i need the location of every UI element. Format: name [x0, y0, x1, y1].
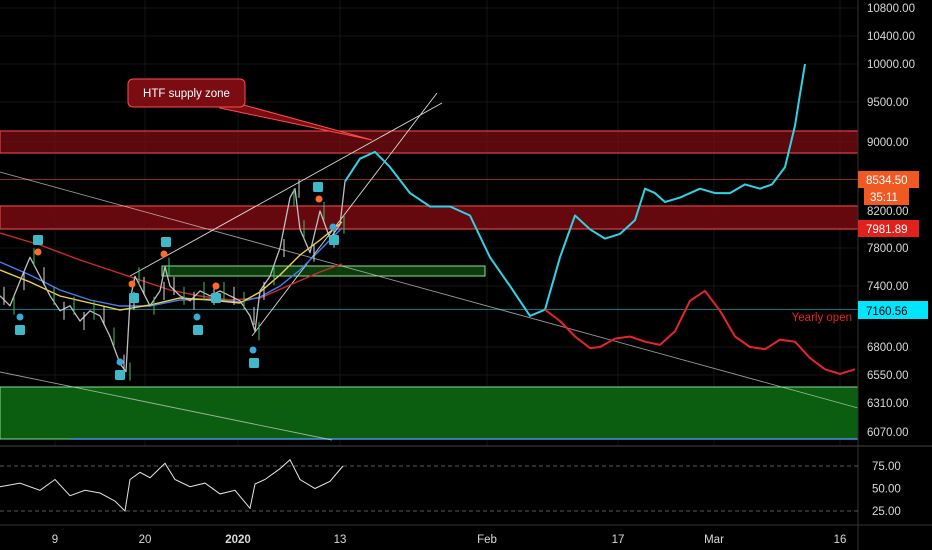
signal-r-badge	[211, 293, 221, 303]
price-series	[0, 63, 856, 381]
projection-bearish-line	[544, 289, 856, 375]
price-tick-label: 8200.00	[867, 206, 909, 218]
oscillator-axis: 75.00 50.00 25.00	[872, 461, 901, 518]
yearly-open-label: Yearly open	[792, 312, 852, 324]
signal-dot	[249, 346, 257, 354]
price-tick-label: 9000.00	[867, 137, 909, 149]
price-tick-label: 6070.00	[867, 427, 909, 439]
time-tick-label: 16	[834, 534, 847, 546]
htf-supply-zone	[0, 130, 859, 154]
demand-zone	[0, 386, 859, 440]
cyan-price-tag	[858, 301, 928, 319]
red-price-text: 7981.89	[866, 224, 908, 236]
price-tick-label: 10800.00	[867, 3, 915, 15]
signal-dot	[34, 248, 42, 256]
price-tick-label: 6550.00	[867, 370, 909, 382]
ma-yellow	[0, 221, 343, 311]
signal-r-badge	[193, 325, 203, 335]
price-tick-label: 9500.00	[867, 97, 909, 109]
time-tick-label: 17	[612, 534, 625, 546]
signal-dot	[116, 358, 124, 366]
price-tags: 8534.50 35:11 7981.89 7160.56	[858, 171, 928, 319]
wedge-upper-line	[129, 102, 443, 277]
signal-markers	[15, 182, 339, 380]
signal-dot	[329, 223, 337, 231]
signal-r-badge	[115, 370, 125, 380]
price-axis-panel	[858, 0, 932, 550]
time-tick-label: Feb	[477, 534, 497, 546]
osc-tick-label: 50.00	[872, 484, 901, 496]
signal-r-badge	[249, 358, 259, 368]
time-tick-label: 2020	[225, 534, 251, 546]
annotation-callout[interactable]: HTF supply zone	[127, 78, 373, 141]
price-axis: 10800.00 10400.00 10000.00 9500.00 9000.00 82…	[867, 3, 915, 439]
signal-r-badge	[329, 235, 339, 245]
time-tick-label: 20	[139, 534, 152, 546]
ma-red	[0, 232, 343, 301]
oscillator-line	[0, 458, 344, 513]
moving-averages	[0, 221, 343, 311]
price-tick-label: 10400.00	[867, 31, 915, 43]
annotation-box	[127, 78, 246, 108]
signal-dot	[16, 313, 24, 321]
signal-dot	[193, 313, 201, 321]
osc-tick-label: 75.00	[872, 461, 901, 473]
trendlines	[0, 92, 859, 441]
signal-r-badge	[15, 325, 25, 335]
signal-r-badge	[313, 182, 323, 192]
oscillator-pane: 75.00 50.00 25.00	[0, 458, 901, 518]
price-tick-label: 7800.00	[867, 243, 909, 255]
signal-dot	[128, 280, 136, 288]
signal-r-badge	[129, 293, 139, 303]
red-price-tag	[858, 220, 919, 237]
current-price-text: 8534.50	[866, 175, 908, 187]
lower-trendline	[0, 371, 333, 441]
signal-r-badge	[33, 235, 43, 245]
price-tick-label: 6800.00	[867, 342, 909, 354]
wedge-lower-line	[251, 92, 438, 337]
countdown-tag	[864, 188, 909, 205]
price-tick-label: 7400.00	[867, 281, 909, 293]
osc-tick-label: 25.00	[872, 506, 901, 518]
projection-bullish-line	[344, 63, 806, 317]
supply-zone	[0, 205, 859, 230]
annotation-text: HTF supply zone	[143, 88, 230, 100]
current-price-tag	[858, 171, 919, 188]
signal-r-badge	[161, 237, 171, 247]
oscillator-series	[0, 458, 344, 513]
historical-price-line	[0, 181, 346, 373]
signal-dot	[160, 250, 168, 258]
cyan-price-text: 7160.56	[866, 306, 908, 318]
price-tick-label: 6310.00	[867, 398, 909, 410]
time-tick-label: 13	[334, 534, 347, 546]
signal-dot	[315, 195, 323, 203]
countdown-text: 35:11	[870, 192, 898, 204]
price-tick-label: 10000.00	[867, 59, 915, 71]
descending-trendline	[0, 171, 859, 409]
time-tick-label: Mar	[704, 534, 724, 546]
time-tick-label: 9	[52, 534, 58, 546]
signal-dot	[212, 282, 220, 290]
time-axis: 9 20 2020 13 Feb 17 Mar 16	[52, 534, 847, 546]
